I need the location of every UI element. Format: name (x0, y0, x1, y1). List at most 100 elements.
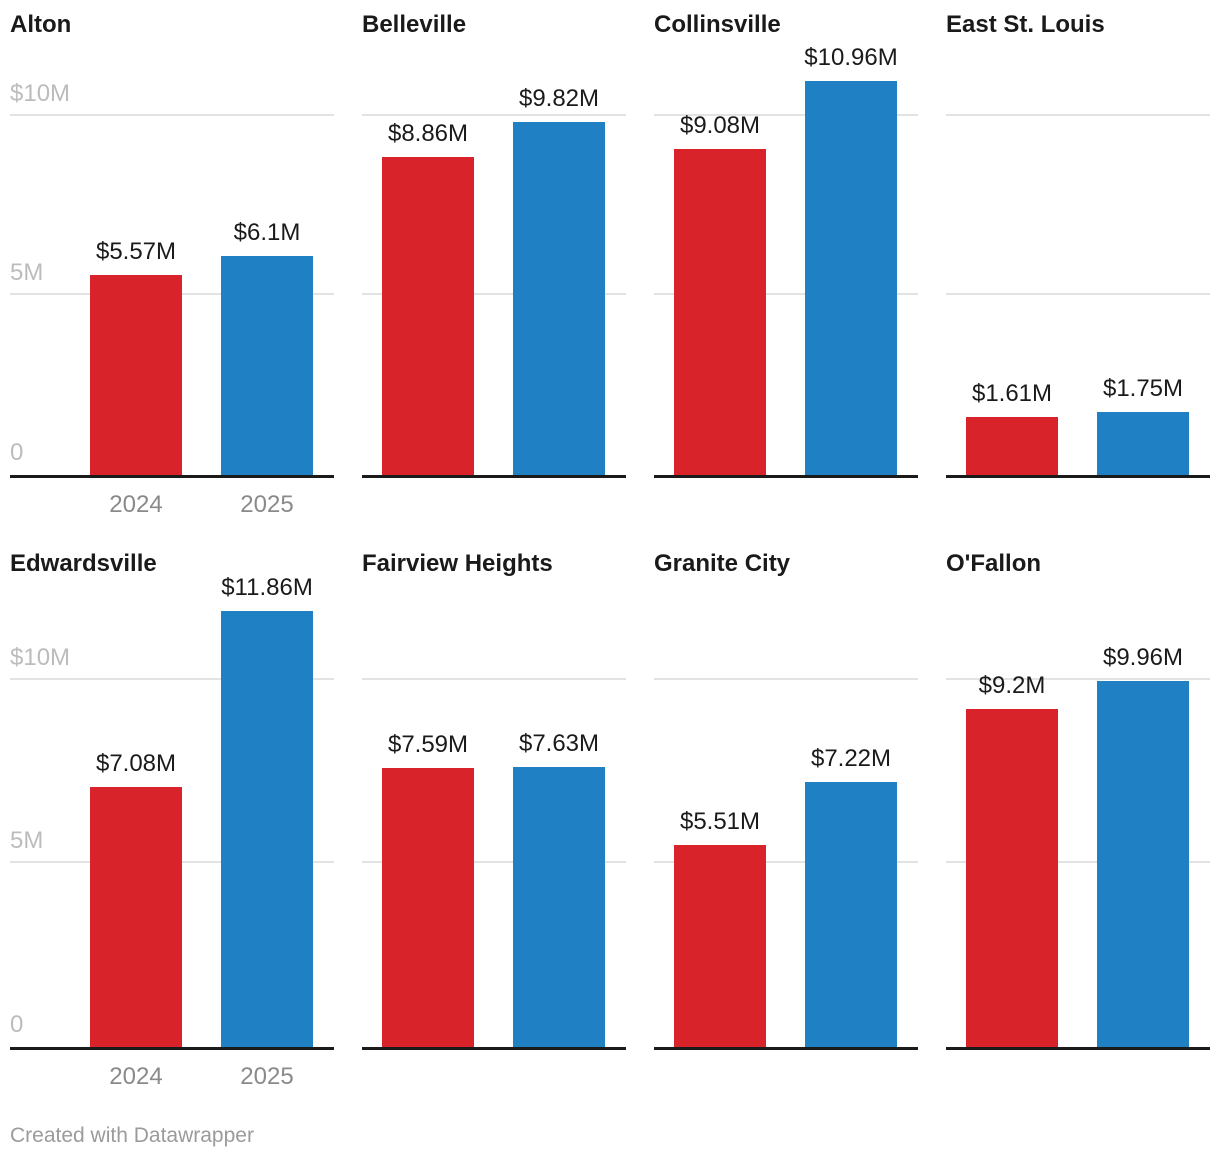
plot: $7.59M $7.63M (362, 606, 626, 1047)
datawrapper-credit-link[interactable]: Created with Datawrapper (10, 1124, 254, 1147)
gridline-10m (362, 677, 626, 680)
y-tick-label: 5M (10, 827, 44, 855)
bar-2025 (805, 781, 897, 1047)
bar-2025 (1097, 680, 1189, 1047)
gridline-10m (654, 677, 918, 680)
panel-title: Fairview Heights (362, 550, 553, 577)
panel-collinsville: Collinsville $9.08M $10.96M (654, 0, 918, 516)
small-multiples-chart: Alton $10M 5M 0 $5.57M $6.1M 2024 2025 Bellevill… (10, 0, 1210, 1147)
panel-fairview-heights: Fairview Heights $7.59M $7.63M (362, 552, 626, 1088)
bar-2025 (805, 81, 897, 475)
plot: $9.2M $9.96M (946, 606, 1210, 1047)
plot-area: $5.51M $7.22M (654, 606, 918, 1050)
x-axis-strip (654, 1050, 918, 1088)
x-axis-strip: 2024 2025 (10, 1050, 334, 1090)
gridline-5m (362, 861, 626, 864)
bar-value-label: $11.86M (221, 574, 313, 602)
bar-2025 (221, 611, 313, 1047)
gridline-10m (10, 677, 334, 680)
panel-o-fallon: O'Fallon $9.2M $9.96M (946, 552, 1210, 1088)
gridline-5m (946, 293, 1210, 296)
bar-value-label: $7.63M (518, 729, 600, 757)
bar-value-label: $9.08M (679, 111, 761, 139)
gridline-10m (362, 113, 626, 116)
plot: $5.57M $6.1M (70, 44, 334, 475)
bar-value-label: $9.2M (978, 671, 1046, 699)
x-axis-strip (946, 478, 1210, 516)
bar-value-label: $5.51M (679, 807, 761, 835)
plot: $9.08M $10.96M (654, 44, 918, 475)
x-axis-strip (654, 478, 918, 516)
y-tick-label: 5M (10, 259, 44, 287)
y-tick-label: $10M (10, 643, 71, 671)
panel-title: Granite City (654, 550, 791, 577)
panel-title: East St. Louis (946, 11, 1105, 38)
panel-east-st-louis: East St. Louis $1.61M $1.75M (946, 0, 1210, 516)
y-tick-label: 0 (10, 1011, 24, 1038)
plot-area: $9.2M $9.96M (946, 606, 1210, 1050)
plot-area: $8.86M $9.82M (362, 44, 626, 478)
plot: $8.86M $9.82M (362, 44, 626, 475)
bar-value-label: $7.22M (810, 744, 892, 772)
panel-title: O'Fallon (946, 550, 1042, 577)
gridline-10m (10, 113, 334, 116)
bar-2024 (966, 708, 1058, 1047)
plot-area: $1.61M $1.75M (946, 44, 1210, 478)
panel-title: Alton (10, 11, 72, 38)
bar-2024 (382, 768, 474, 1047)
x-tick-label: 2025 (240, 1063, 294, 1090)
bar-value-label: $5.57M (95, 237, 177, 265)
bar-value-label: $7.08M (95, 749, 177, 777)
chart-row-2: Edwardsville $10M 5M 0 $7.08M $11.86M 2024 2025… (10, 550, 1210, 1090)
bar-value-label: $7.59M (387, 731, 469, 759)
bar-2025 (221, 255, 313, 475)
plot-area: $10M 5M 0 $7.08M $11.86M (10, 574, 334, 1050)
bar-2025 (513, 122, 605, 475)
gridline-5m (362, 293, 626, 296)
x-tick-label: 2024 (109, 1063, 163, 1090)
panel-alton: Alton $10M 5M 0 $5.57M $6.1M 2024 2025 (10, 0, 334, 518)
bar-value-label: $9.82M (518, 85, 600, 113)
x-axis-strip (362, 1050, 626, 1088)
plot: $1.61M $1.75M (946, 44, 1210, 475)
gridline-5m (654, 861, 918, 864)
gridline-5m (946, 861, 1210, 864)
bar-value-label: $10.96M (804, 44, 898, 72)
plot-area: $7.59M $7.63M (362, 606, 626, 1050)
bar-2024 (90, 274, 182, 475)
panel-granite-city: Granite City $5.51M $7.22M (654, 552, 918, 1088)
x-axis-strip: 2024 2025 (10, 478, 334, 518)
panel-belleville: Belleville $8.86M $9.82M (362, 0, 626, 516)
bar-value-label: $1.75M (1102, 375, 1184, 403)
plot: $5.51M $7.22M (654, 606, 918, 1047)
bar-2024 (382, 156, 474, 475)
bar-2024 (90, 786, 182, 1047)
bar-value-label: $1.61M (971, 380, 1053, 408)
panel-edwardsville: Edwardsville $10M 5M 0 $7.08M $11.86M 2024 2025 (10, 550, 334, 1090)
plot-area: $9.08M $10.96M (654, 44, 918, 478)
panel-title: Edwardsville (10, 550, 157, 577)
gridline-10m (946, 113, 1210, 116)
panel-title: Collinsville (654, 11, 781, 38)
y-tick-label: $10M (10, 79, 71, 107)
plot: $7.08M $11.86M (70, 574, 334, 1047)
panel-title: Belleville (362, 11, 467, 38)
gridline-10m (946, 677, 1210, 680)
bar-2025 (513, 766, 605, 1047)
chart-row-1: Alton $10M 5M 0 $5.57M $6.1M 2024 2025 Bellevill… (10, 0, 1210, 518)
x-tick-label: 2024 (109, 491, 163, 518)
bar-value-label: $8.86M (387, 119, 469, 147)
y-tick-label: 0 (10, 439, 24, 466)
x-tick-label: 2025 (240, 491, 294, 518)
x-axis-strip (946, 1050, 1210, 1088)
bar-value-label: $9.96M (1102, 643, 1184, 671)
bar-value-label: $6.1M (233, 218, 301, 246)
bar-2024 (674, 844, 766, 1047)
gridline-10m (654, 113, 918, 116)
bar-2025 (1097, 412, 1189, 475)
x-axis-strip (362, 478, 626, 516)
bar-2024 (966, 417, 1058, 475)
gridline-5m (654, 293, 918, 296)
plot-area: $10M 5M 0 $5.57M $6.1M (10, 44, 334, 478)
bar-2024 (674, 148, 766, 475)
